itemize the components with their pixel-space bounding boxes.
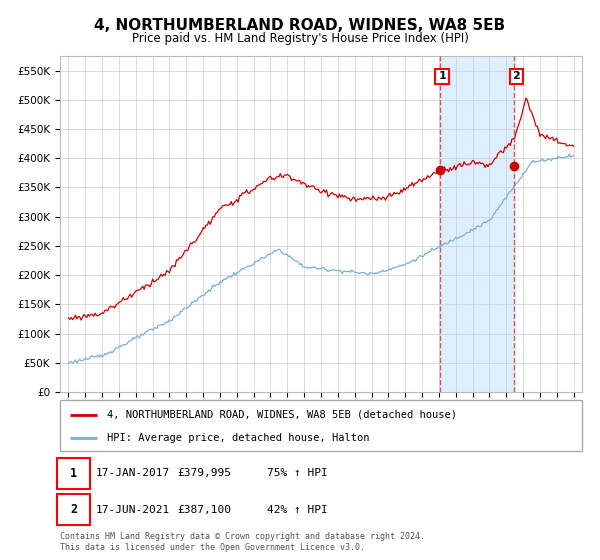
Text: 2: 2 — [70, 503, 77, 516]
Text: 42% ↑ HPI: 42% ↑ HPI — [267, 505, 328, 515]
Text: 1: 1 — [70, 466, 77, 480]
Bar — [440, 56, 514, 392]
Text: Contains HM Land Registry data © Crown copyright and database right 2024.
This d: Contains HM Land Registry data © Crown c… — [60, 532, 425, 552]
Text: HPI: Average price, detached house, Halton: HPI: Average price, detached house, Halt… — [107, 433, 370, 443]
Text: 17-JAN-2017: 17-JAN-2017 — [96, 468, 170, 478]
Text: 1: 1 — [438, 72, 446, 81]
Text: 17-JUN-2021: 17-JUN-2021 — [96, 505, 170, 515]
Text: 4, NORTHUMBERLAND ROAD, WIDNES, WA8 5EB (detached house): 4, NORTHUMBERLAND ROAD, WIDNES, WA8 5EB … — [107, 409, 457, 419]
FancyBboxPatch shape — [60, 400, 582, 451]
Text: £387,100: £387,100 — [177, 505, 231, 515]
Text: 2: 2 — [512, 72, 520, 81]
Text: 75% ↑ HPI: 75% ↑ HPI — [267, 468, 328, 478]
Text: 4, NORTHUMBERLAND ROAD, WIDNES, WA8 5EB: 4, NORTHUMBERLAND ROAD, WIDNES, WA8 5EB — [94, 18, 506, 32]
Text: Price paid vs. HM Land Registry's House Price Index (HPI): Price paid vs. HM Land Registry's House … — [131, 31, 469, 45]
Text: £379,995: £379,995 — [177, 468, 231, 478]
